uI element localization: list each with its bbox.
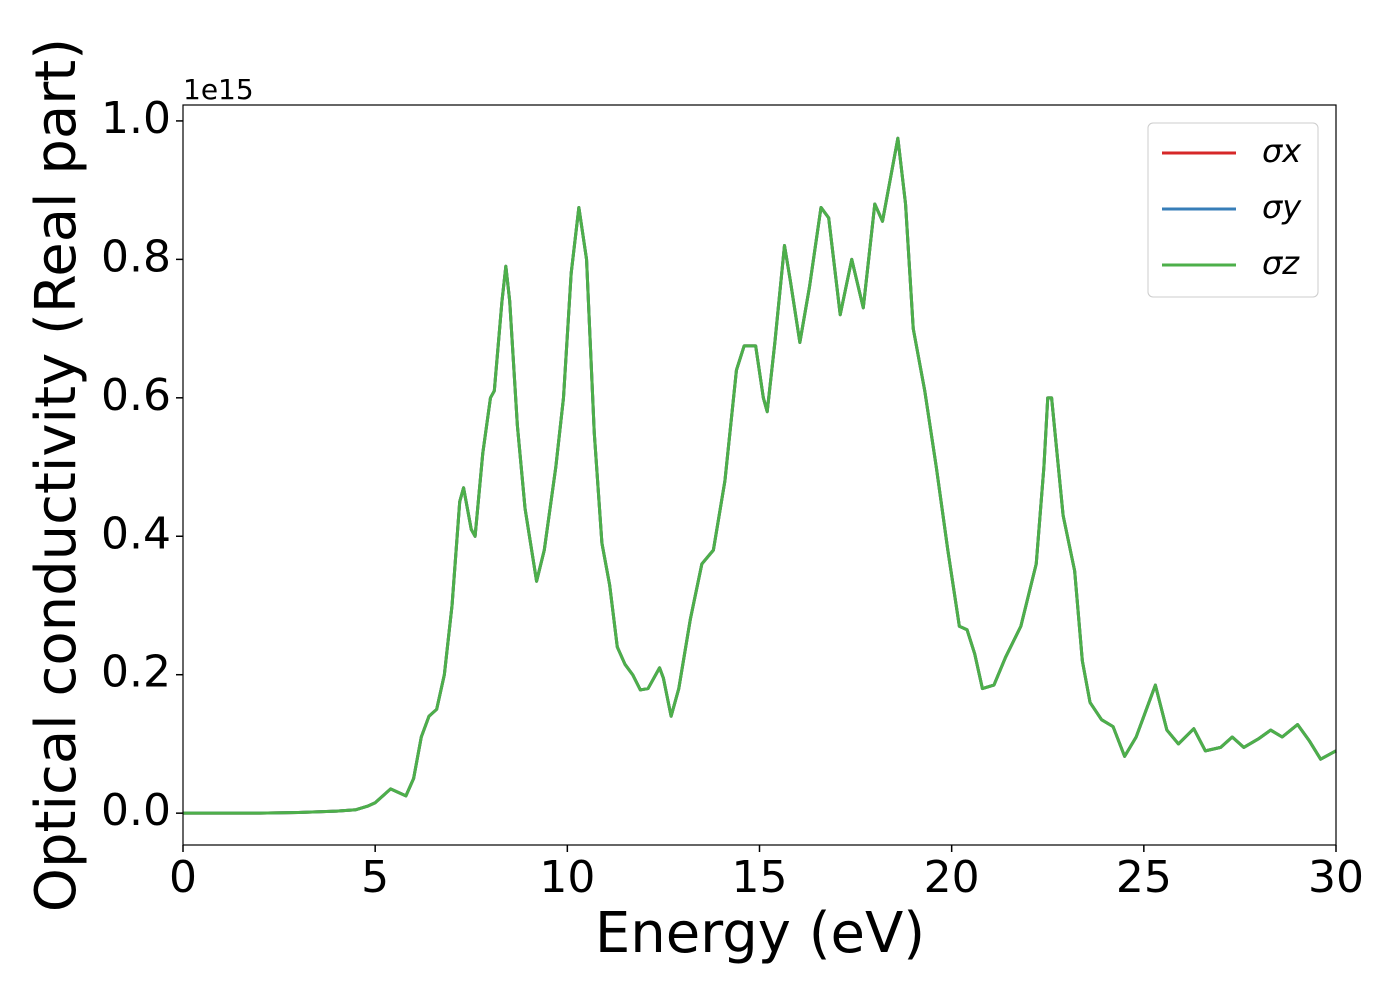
plot-frame bbox=[182, 104, 1337, 846]
x-tick-label: 20 bbox=[924, 852, 980, 903]
legend-label: σz bbox=[1262, 244, 1300, 282]
y-tick-label: 0.6 bbox=[101, 370, 171, 421]
offset-label: 1e15 bbox=[183, 73, 254, 106]
y-tick-label: 1.0 bbox=[101, 93, 171, 144]
x-tick-label: 25 bbox=[1116, 852, 1172, 903]
y-axis-label: Optical conductivity (Real part) bbox=[24, 38, 89, 912]
x-tick-label: 30 bbox=[1308, 852, 1364, 903]
y-tick-label: 0.8 bbox=[101, 231, 171, 282]
y-tick-label: 0.2 bbox=[101, 647, 171, 698]
y-tick-label: 0.4 bbox=[101, 508, 171, 559]
x-tick-label: 10 bbox=[539, 852, 595, 903]
x-tick-label: 5 bbox=[361, 852, 389, 903]
x-tick-label: 15 bbox=[732, 852, 788, 903]
legend-label: σy bbox=[1262, 188, 1302, 226]
legend-label: σx bbox=[1262, 132, 1302, 170]
data-line bbox=[183, 136, 1337, 815]
y-tick-label: 0.0 bbox=[101, 785, 171, 836]
x-tick-label: 0 bbox=[169, 852, 197, 903]
x-axis-label: Energy (eV) bbox=[595, 901, 925, 966]
